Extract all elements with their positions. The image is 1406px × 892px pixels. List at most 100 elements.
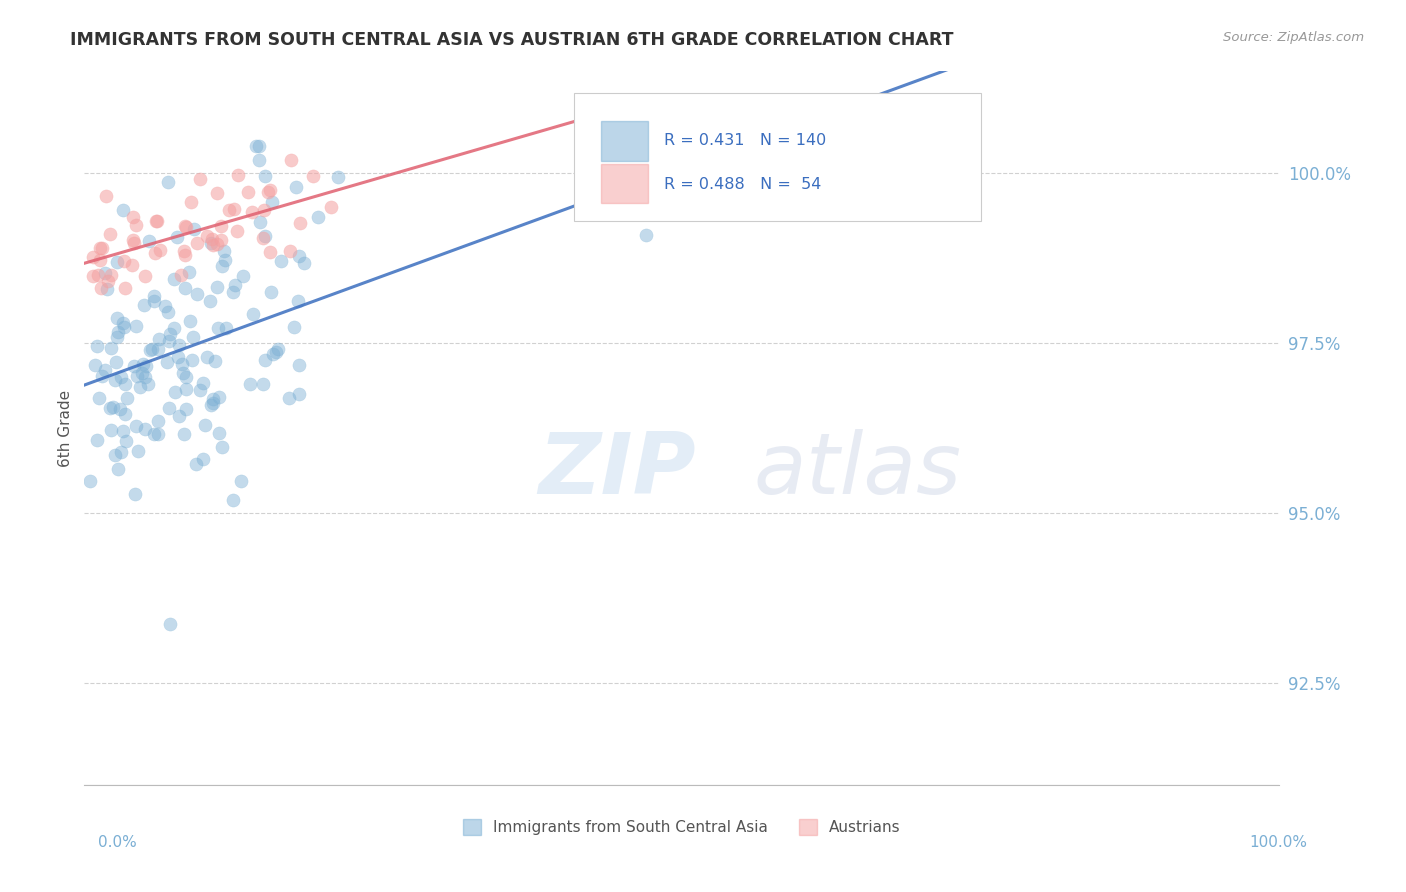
- Point: [104, 449, 127, 463]
- Point: [201, 237, 224, 252]
- Point: [207, 390, 229, 404]
- Point: [134, 370, 156, 384]
- Text: IMMIGRANTS FROM SOUTH CENTRAL ASIA VS AUSTRIAN 6TH GRADE CORRELATION CHART: IMMIGRANTS FROM SOUTH CENTRAL ASIA VS AU…: [70, 31, 953, 49]
- Point: [134, 268, 156, 283]
- Point: [174, 219, 197, 234]
- Point: [146, 414, 169, 428]
- Point: [247, 139, 270, 153]
- Point: [319, 200, 342, 214]
- Point: [108, 402, 131, 417]
- Point: [148, 332, 170, 346]
- Point: [134, 421, 156, 435]
- Point: [163, 321, 186, 335]
- Point: [90, 241, 112, 255]
- Point: [105, 255, 128, 269]
- Point: [174, 401, 197, 416]
- Point: [115, 391, 138, 405]
- Point: [287, 386, 309, 401]
- Point: [179, 314, 201, 328]
- Point: [153, 299, 176, 313]
- Point: [87, 391, 110, 405]
- Point: [107, 325, 129, 339]
- Point: [252, 376, 274, 391]
- Point: [174, 248, 197, 262]
- Point: [636, 227, 658, 242]
- Point: [232, 269, 254, 284]
- Point: [186, 236, 208, 251]
- Point: [169, 409, 191, 424]
- Point: [124, 487, 146, 501]
- Point: [136, 376, 159, 391]
- Point: [127, 444, 149, 458]
- Point: [198, 293, 221, 308]
- Point: [280, 153, 302, 168]
- Point: [107, 330, 129, 344]
- Point: [167, 338, 190, 352]
- Text: R = 0.488   N =  54: R = 0.488 N = 54: [664, 177, 821, 192]
- Point: [218, 203, 240, 218]
- Point: [114, 407, 136, 421]
- Point: [288, 248, 311, 262]
- Text: 100.0%: 100.0%: [1250, 836, 1308, 850]
- Text: Source: ZipAtlas.com: Source: ZipAtlas.com: [1223, 31, 1364, 45]
- Legend: Immigrants from South Central Asia, Austrians: Immigrants from South Central Asia, Aust…: [457, 814, 907, 841]
- Point: [205, 186, 228, 200]
- Point: [212, 244, 235, 259]
- Point: [205, 280, 228, 294]
- Point: [283, 320, 305, 334]
- Point: [159, 616, 181, 631]
- FancyBboxPatch shape: [600, 164, 648, 203]
- Point: [124, 318, 146, 333]
- Point: [173, 281, 195, 295]
- Point: [114, 281, 136, 295]
- Point: [211, 440, 233, 454]
- Point: [165, 385, 187, 400]
- Point: [114, 377, 136, 392]
- Text: ZIP: ZIP: [538, 429, 696, 513]
- Text: 0.0%: 0.0%: [98, 836, 138, 850]
- Point: [104, 373, 127, 387]
- Point: [176, 382, 198, 396]
- Point: [156, 354, 179, 368]
- Point: [202, 396, 225, 410]
- Point: [174, 370, 197, 384]
- Point: [201, 232, 224, 246]
- Point: [200, 398, 222, 412]
- Point: [186, 457, 208, 471]
- Point: [209, 233, 232, 247]
- Point: [143, 289, 166, 303]
- Point: [173, 426, 195, 441]
- Point: [186, 286, 208, 301]
- Point: [125, 368, 148, 383]
- Point: [222, 492, 245, 507]
- Point: [104, 355, 127, 369]
- Point: [159, 327, 181, 342]
- Point: [122, 235, 145, 250]
- Point: [146, 427, 169, 442]
- Point: [170, 268, 193, 282]
- Point: [138, 234, 160, 248]
- Point: [110, 369, 132, 384]
- Point: [259, 182, 281, 196]
- Point: [252, 231, 274, 245]
- Point: [211, 259, 233, 273]
- Point: [145, 246, 167, 260]
- Point: [100, 268, 122, 282]
- Point: [215, 320, 238, 334]
- Point: [100, 341, 122, 355]
- Point: [222, 202, 245, 216]
- Y-axis label: 6th Grade: 6th Grade: [58, 390, 73, 467]
- Point: [174, 219, 197, 233]
- Point: [89, 241, 111, 255]
- Point: [766, 139, 789, 153]
- Point: [157, 401, 180, 416]
- Point: [100, 423, 122, 437]
- Point: [173, 244, 195, 259]
- Point: [157, 175, 180, 189]
- Point: [112, 424, 135, 438]
- Point: [110, 445, 132, 459]
- Point: [288, 358, 311, 372]
- Point: [270, 253, 292, 268]
- Point: [259, 244, 281, 259]
- Point: [287, 294, 309, 309]
